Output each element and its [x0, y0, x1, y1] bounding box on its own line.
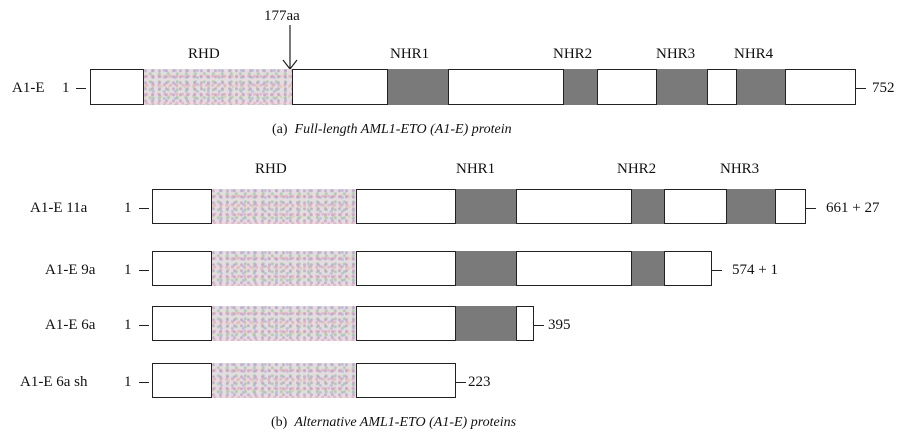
- label-rhd: RHD: [188, 46, 220, 62]
- rhd-domain: [211, 363, 357, 398]
- label-nhr2: NHR2: [553, 46, 593, 62]
- row-start: 1: [124, 374, 132, 390]
- row-name: A1-E: [12, 80, 45, 96]
- nhr3-domain: [726, 189, 776, 224]
- protein-bar-11a: [152, 189, 806, 224]
- end-tick: [534, 325, 544, 326]
- nhr1-domain: [455, 251, 517, 286]
- rhd-domain: [211, 306, 357, 341]
- end-tick: [806, 208, 816, 209]
- nhr1-domain: [455, 306, 517, 341]
- nhr2-domain: [563, 69, 598, 105]
- label-nhr3: NHR3: [720, 161, 760, 177]
- start-tick: [139, 270, 149, 271]
- label-nhr2: NHR2: [617, 161, 657, 177]
- row-start: 1: [124, 262, 132, 278]
- rhd-domain: [143, 69, 293, 105]
- protein-bar-6a: [152, 306, 534, 341]
- row-start: 1: [62, 80, 70, 96]
- start-tick: [139, 208, 149, 209]
- rhd-domain: [211, 251, 357, 286]
- down-arrow-icon: [282, 25, 298, 70]
- row-end: 752: [872, 80, 895, 96]
- start-tick: [76, 88, 86, 89]
- nhr2-domain: [631, 251, 665, 286]
- label-nhr1: NHR1: [456, 161, 496, 177]
- caption-b: (b) Alternative AML1-ETO (A1-E) proteins: [271, 415, 517, 430]
- label-nhr1: NHR1: [390, 46, 430, 62]
- protein-bar-full-length: [90, 69, 856, 105]
- end-tick: [856, 88, 866, 89]
- row-end: 574 + 1: [732, 262, 778, 278]
- arrow-label: 177aa: [264, 8, 300, 24]
- protein-bar-9a: [152, 251, 712, 286]
- nhr1-domain: [455, 189, 517, 224]
- nhr3-domain: [656, 69, 708, 105]
- row-end: 223: [468, 374, 491, 390]
- nhr1-domain: [387, 69, 449, 105]
- end-tick: [712, 270, 722, 271]
- nhr2-domain: [631, 189, 665, 224]
- start-tick: [139, 382, 149, 383]
- row-start: 1: [124, 317, 132, 333]
- protein-bar-6a-sh: [152, 363, 456, 398]
- row-name: A1-E 9a: [45, 262, 96, 278]
- row-start: 1: [124, 200, 132, 216]
- row-end: 661 + 27: [826, 200, 880, 216]
- nhr4-domain: [736, 69, 786, 105]
- caption-a: (a) Full-length AML1-ETO (A1-E) protein: [272, 122, 512, 137]
- label-nhr3: NHR3: [656, 46, 696, 62]
- row-name: A1-E 11a: [30, 200, 88, 216]
- row-name: A1-E 6a sh: [20, 374, 88, 390]
- start-tick: [139, 325, 149, 326]
- rhd-domain: [211, 189, 357, 224]
- label-nhr4: NHR4: [734, 46, 774, 62]
- label-rhd: RHD: [255, 161, 287, 177]
- row-end: 395: [548, 317, 571, 333]
- row-name: A1-E 6a: [45, 317, 96, 333]
- end-tick: [456, 382, 466, 383]
